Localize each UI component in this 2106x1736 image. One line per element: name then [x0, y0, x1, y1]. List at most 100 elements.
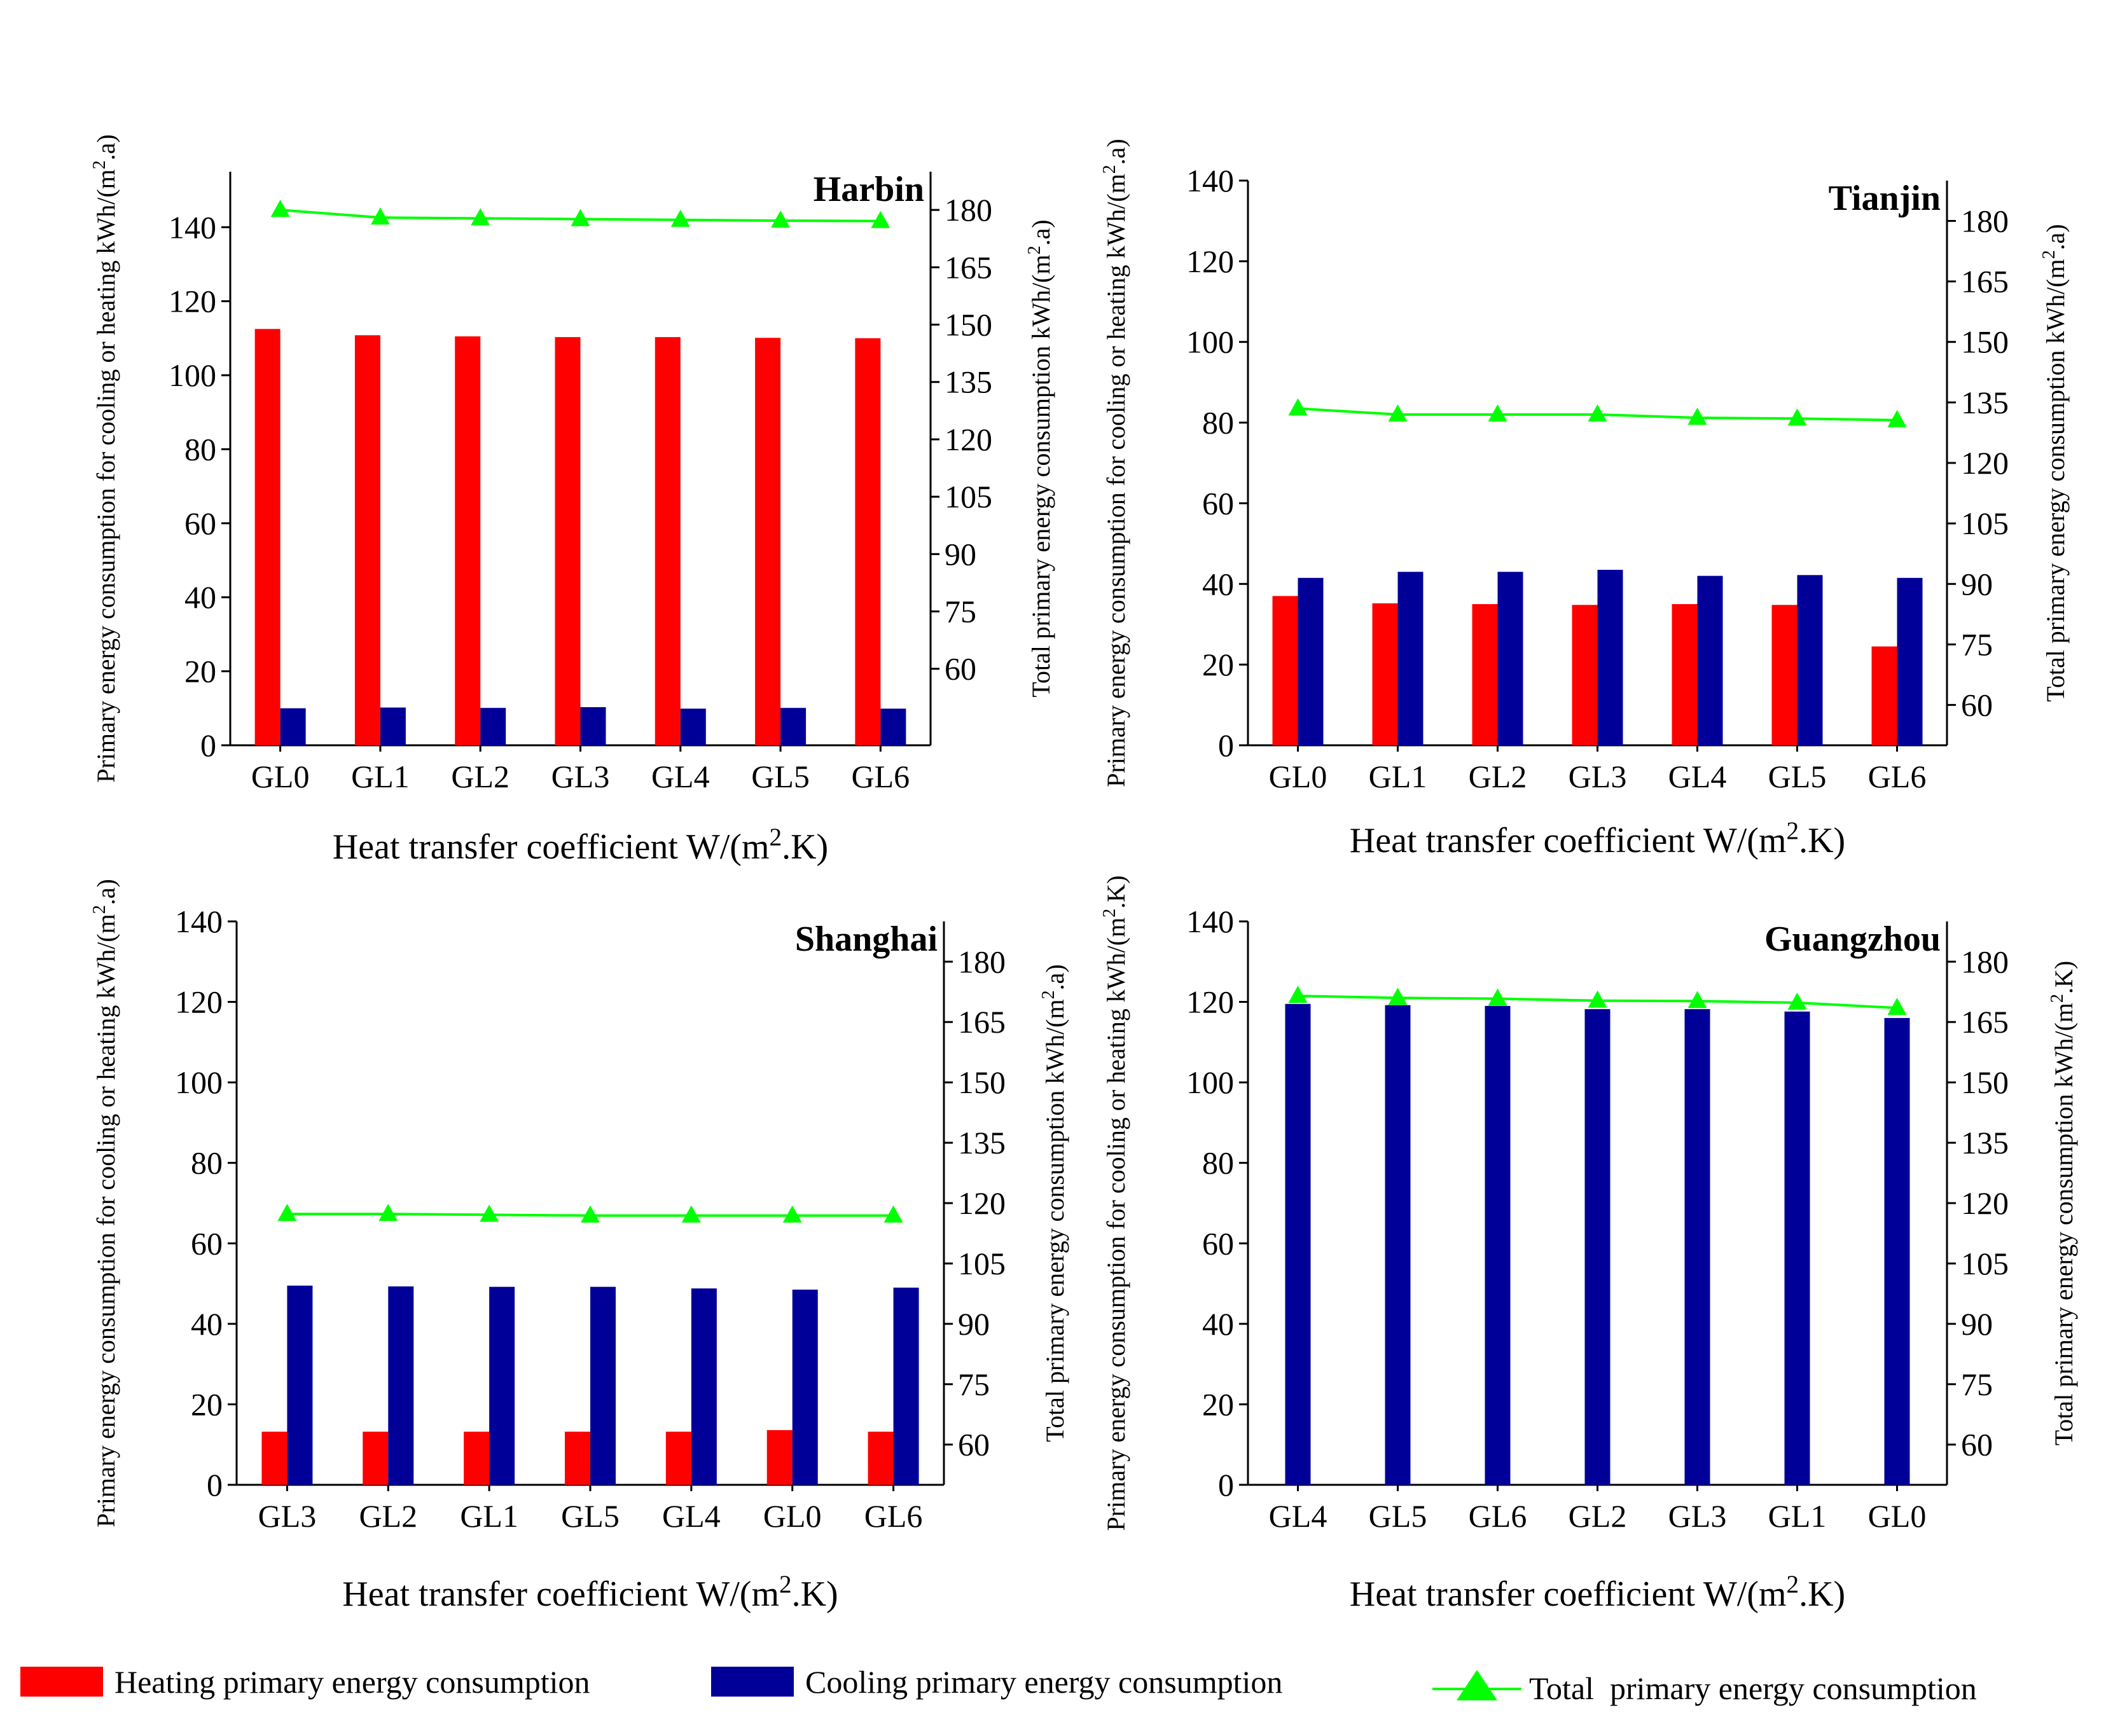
- chart-guangzhou: 0 20 40 60 80 100 120 140 60 75 90 105 120 135 150 165 1…: [1100, 876, 2079, 1614]
- cooling-bar-gl5: [1797, 575, 1823, 745]
- cooling-bar-gl2: [1584, 1009, 1611, 1485]
- x-tick-label-gl5: GL5: [1768, 759, 1827, 794]
- legend: Heating primary energy consumption Cooli…: [20, 1664, 1977, 1706]
- y-tick-label-left: 140: [175, 904, 223, 939]
- x-tick-label-gl3: GL3: [551, 759, 610, 794]
- chart-title: Harbin: [814, 170, 924, 209]
- chart-shanghai: 0 20 40 60 80 100 120 140 60 75 90 105 120 135 150 165 1…: [90, 879, 1070, 1614]
- total-marker-gl2: [471, 208, 490, 226]
- y-tick-label-right: 135: [945, 364, 992, 400]
- y-tick-label-left: 60: [1202, 485, 1234, 521]
- total-marker-gl1: [370, 207, 390, 225]
- x-tick-label-gl5: GL5: [751, 759, 810, 794]
- x-tick-label-gl2: GL2: [1469, 759, 1527, 794]
- heating-bar-gl4: [665, 1431, 691, 1485]
- y-tick-label-right: 75: [1961, 1367, 1993, 1402]
- y-tick-label-right: 165: [1961, 1004, 2009, 1040]
- heating-bar-gl2: [363, 1431, 389, 1485]
- heating-bar-gl0: [1272, 596, 1298, 745]
- heating-bar-gl5: [565, 1431, 590, 1485]
- total-marker-gl3: [1588, 404, 1607, 422]
- y-tick-label-right: 120: [1961, 445, 2009, 481]
- heating-bar-gl6: [868, 1431, 894, 1485]
- x-tick-label-gl2: GL2: [451, 759, 509, 794]
- total-marker-gl2: [1488, 404, 1507, 422]
- y-tick-label-right: 60: [945, 651, 976, 687]
- x-tick-label-gl3: GL3: [1569, 759, 1627, 794]
- heating-bar-gl4: [655, 337, 681, 745]
- total-marker-gl4: [670, 209, 690, 227]
- y-tick-label-left: 100: [175, 1064, 223, 1100]
- cooling-bar-gl2: [388, 1286, 414, 1485]
- y-tick-label-left: 40: [184, 579, 216, 615]
- cooling-bar-gl3: [580, 707, 606, 745]
- cooling-bar-gl4: [691, 1288, 717, 1485]
- total-marker-gl5: [771, 210, 791, 228]
- total-marker-gl3: [277, 1204, 297, 1222]
- y-axis-label-right: Total primary energy consumption kWh/(m2…: [2039, 224, 2070, 701]
- y-tick-label-left: 40: [1202, 1306, 1234, 1342]
- y-tick-label-right: 150: [1961, 324, 2009, 360]
- total-marker-gl0: [270, 200, 290, 217]
- heating-bar-gl0: [766, 1429, 793, 1485]
- x-axis-label: Heat transfer coefficient W/(m2.K): [1350, 1571, 1845, 1615]
- heating-bar-gl0: [254, 329, 281, 745]
- y-tick-label-left: 0: [207, 1467, 223, 1503]
- x-tick-label-gl6: GL6: [1469, 1498, 1527, 1534]
- x-tick-label-gl1: GL1: [460, 1498, 518, 1534]
- x-tick-label-gl1: GL1: [1768, 1498, 1827, 1534]
- x-tick-label-gl1: GL1: [1369, 759, 1427, 794]
- cooling-bar-gl6: [1485, 1005, 1511, 1485]
- cooling-bar-gl4: [680, 708, 706, 745]
- y-tick-label-left: 80: [191, 1145, 223, 1181]
- heating-bar-gl1: [1372, 603, 1398, 745]
- x-tick-label-gl6: GL6: [852, 759, 910, 794]
- y-tick-label-right: 90: [1961, 1306, 1993, 1342]
- cooling-bar-gl0: [1298, 577, 1324, 745]
- y-tick-label-right: 75: [1961, 626, 1993, 662]
- y-tick-label-left: 120: [1186, 984, 1234, 1020]
- y-tick-label-right: 180: [945, 192, 992, 228]
- heating-bar-gl4: [1672, 604, 1698, 745]
- total-marker-gl6: [883, 1205, 903, 1223]
- y-tick-label-right: 90: [1961, 566, 1993, 602]
- total-marker-gl6: [871, 210, 890, 228]
- y-tick-label-right: 120: [945, 422, 992, 457]
- y-tick-label-left: 60: [184, 506, 216, 541]
- heating-bar-gl6: [855, 338, 881, 745]
- y-tick-label-left: 80: [1202, 1145, 1234, 1181]
- x-axis-label: Heat transfer coefficient W/(m2.K): [342, 1571, 838, 1615]
- chart-harbin: 0 20 40 60 80 100 120 140 60 75 90 105 120 135 150 165 1…: [90, 134, 1056, 867]
- heating-bar-gl5: [1771, 605, 1798, 745]
- y-tick-label-right: 105: [958, 1246, 1006, 1281]
- x-tick-label-gl6: GL6: [864, 1498, 923, 1534]
- cooling-bar-gl6: [880, 708, 906, 745]
- y-tick-label-left: 120: [169, 284, 216, 319]
- cooling-bar-gl4: [1697, 575, 1723, 745]
- y-tick-label-right: 75: [945, 594, 976, 630]
- heating-bar-gl5: [755, 338, 781, 745]
- total-marker-gl0: [1288, 398, 1308, 416]
- heating-bar-gl3: [555, 337, 581, 745]
- legend-label-heating: Heating primary energy consumption: [114, 1664, 590, 1700]
- cooling-bar-gl5: [1385, 1005, 1411, 1485]
- y-tick-label-right: 165: [945, 249, 992, 285]
- cooling-bar-gl1: [1397, 572, 1424, 745]
- total-marker-gl3: [571, 209, 590, 226]
- y-tick-label-right: 180: [1961, 203, 2009, 238]
- heating-bar-gl6: [1871, 646, 1897, 745]
- y-tick-label-left: 80: [184, 431, 216, 467]
- x-tick-label-gl0: GL0: [251, 759, 310, 794]
- y-tick-label-left: 140: [169, 209, 216, 245]
- total-marker-gl3: [1687, 991, 1707, 1009]
- x-tick-label-gl5: GL5: [561, 1498, 620, 1534]
- total-marker-gl4: [681, 1205, 701, 1223]
- y-axis-label-left: Primary energy consumption for cooling o…: [1100, 876, 1131, 1531]
- x-tick-label-gl4: GL4: [1269, 1498, 1327, 1534]
- cooling-bar-gl2: [480, 708, 506, 745]
- total-marker-gl5: [1787, 408, 1807, 426]
- x-tick-label-gl2: GL2: [1569, 1498, 1627, 1534]
- chart-title: Shanghai: [795, 920, 938, 959]
- heating-bar-gl1: [464, 1431, 490, 1485]
- x-tick-label-gl0: GL0: [763, 1498, 822, 1534]
